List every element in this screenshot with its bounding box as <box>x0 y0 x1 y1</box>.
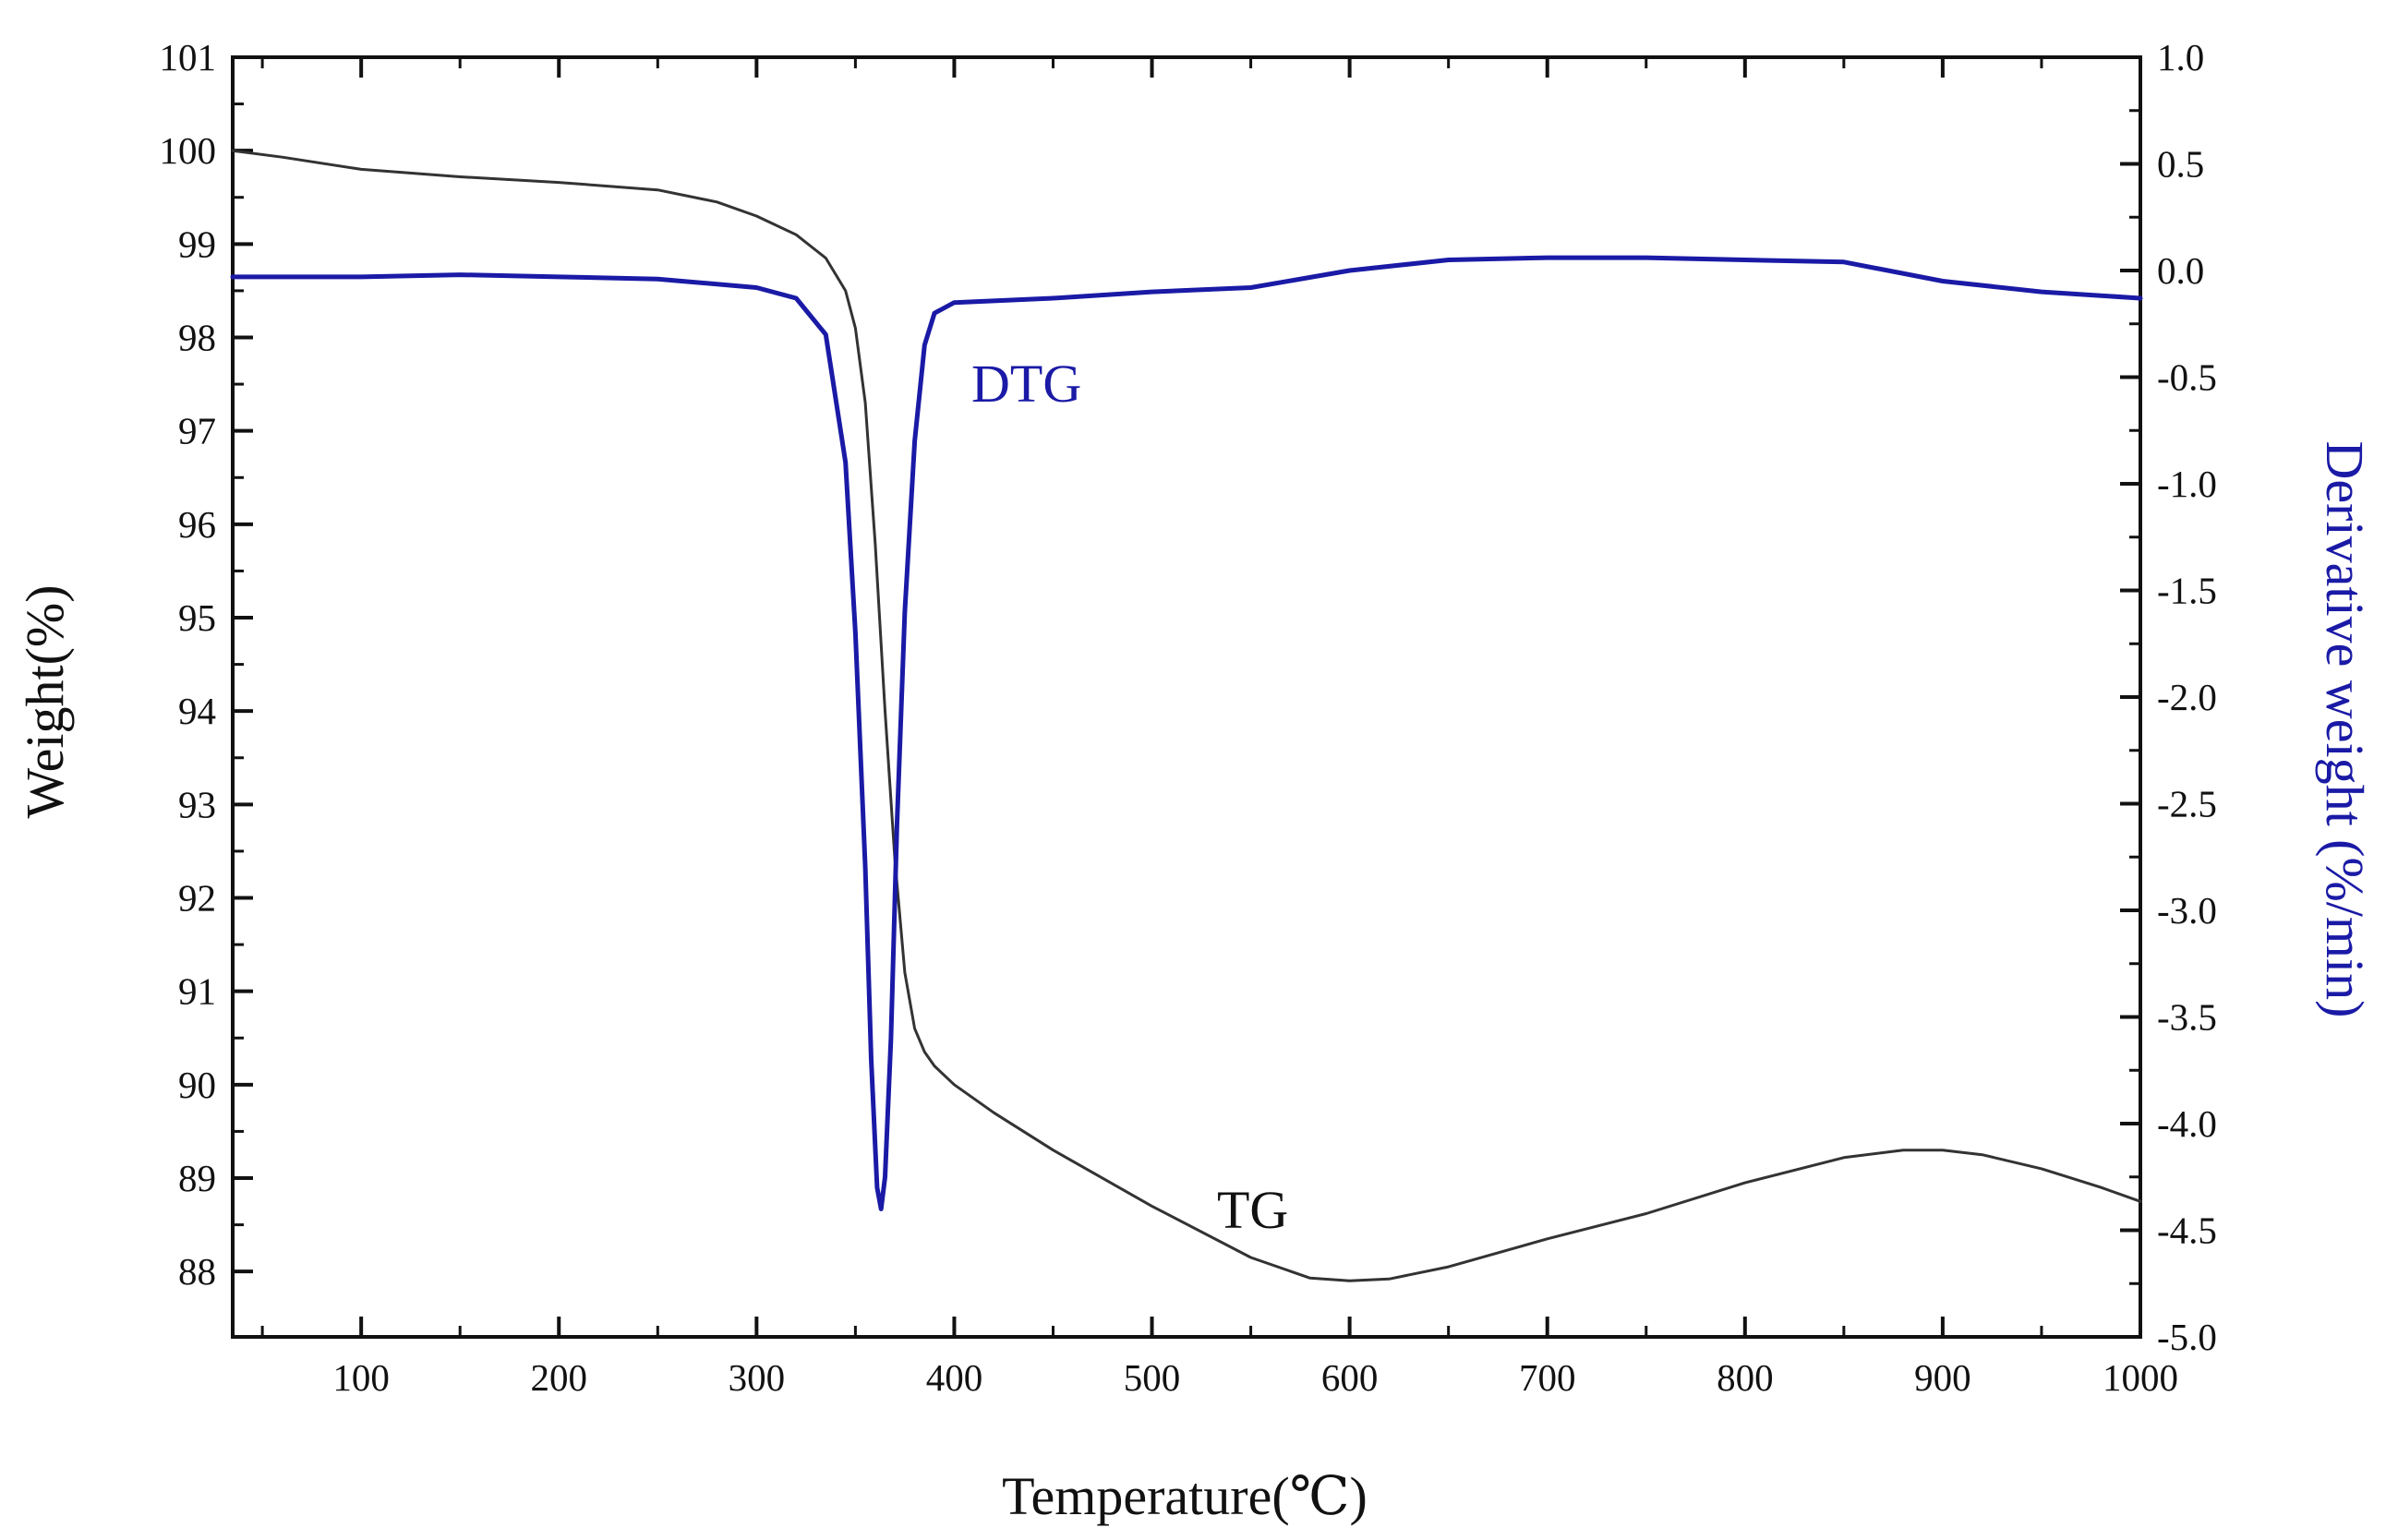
left-y-tick-label: 91 <box>178 970 216 1013</box>
right-y-tick-label: -4.5 <box>2157 1209 2217 1252</box>
tg-series-label: TG <box>1217 1180 1288 1240</box>
right-y-tick-label: -1.5 <box>2157 570 2217 612</box>
series-layer <box>230 149 2143 1282</box>
left-y-axis-title: Weight(%) <box>15 584 75 818</box>
plot-border <box>231 55 2142 1339</box>
left-y-tick-label: 88 <box>178 1250 216 1293</box>
left-y-tick-label: 98 <box>178 317 216 359</box>
right-y-tick-label: -3.0 <box>2157 889 2217 932</box>
tg-series-line <box>231 149 2142 1282</box>
left-y-tick-label: 90 <box>178 1064 216 1106</box>
x-axis-ticks: 100 200 300 400 500 600 700 800 900 1000 <box>260 57 2178 1399</box>
left-y-tick-label: 89 <box>178 1157 216 1199</box>
right-y-tick-label: -2.0 <box>2157 676 2217 718</box>
dtg-series-label: DTG <box>971 354 1081 414</box>
x-tick-label: 100 <box>332 1356 390 1399</box>
plot-frame <box>231 55 2142 1339</box>
left-y-tick-label: 101 <box>160 36 217 78</box>
right-y-tick-label: -3.5 <box>2157 996 2217 1039</box>
x-tick-label: 1000 <box>2103 1356 2178 1399</box>
right-y-tick-label: 0.0 <box>2157 249 2204 292</box>
x-tick-label: 800 <box>1717 1356 1774 1399</box>
x-tick-label: 700 <box>1519 1356 1576 1399</box>
left-y-tick-label: 100 <box>160 129 217 172</box>
dtg-series-line <box>230 255 2143 1211</box>
left-y-tick-label: 94 <box>178 690 216 732</box>
x-tick-label: 500 <box>1124 1356 1181 1399</box>
left-y-tick-label: 93 <box>178 783 216 825</box>
right-y-tick-label: 1.0 <box>2157 36 2204 78</box>
right-y-axis-ticks: -5.0 -4.5 -4.0 -3.5 -3.0 -2.5 -2.0 -1.5 -1.0 -0.5… <box>2120 36 2217 1358</box>
left-y-tick-label: 96 <box>178 503 216 546</box>
right-y-axis-title: Derivative weight (%/min) <box>2315 441 2375 1018</box>
x-axis-title: Temperature(℃) <box>1002 1466 1368 1526</box>
left-y-tick-label: 92 <box>178 877 216 920</box>
x-tick-label: 400 <box>926 1356 983 1399</box>
left-y-tick-label: 99 <box>178 223 216 265</box>
x-tick-label: 300 <box>729 1356 786 1399</box>
x-tick-label: 600 <box>1321 1356 1379 1399</box>
right-y-tick-label: 0.5 <box>2157 143 2204 186</box>
left-y-tick-label: 97 <box>178 410 216 452</box>
x-tick-label: 900 <box>1914 1356 1971 1399</box>
right-y-tick-label: -4.0 <box>2157 1102 2217 1145</box>
left-y-tick-label: 95 <box>178 596 216 639</box>
right-y-tick-label: -5.0 <box>2157 1316 2217 1358</box>
right-y-tick-label: -1.0 <box>2157 463 2217 505</box>
right-y-tick-label: -2.5 <box>2157 783 2217 825</box>
x-tick-label: 200 <box>531 1356 588 1399</box>
right-y-tick-label: -0.5 <box>2157 356 2217 399</box>
left-y-axis-ticks: 88 89 90 91 92 93 94 95 96 97 98 99 100 101 <box>160 36 253 1293</box>
